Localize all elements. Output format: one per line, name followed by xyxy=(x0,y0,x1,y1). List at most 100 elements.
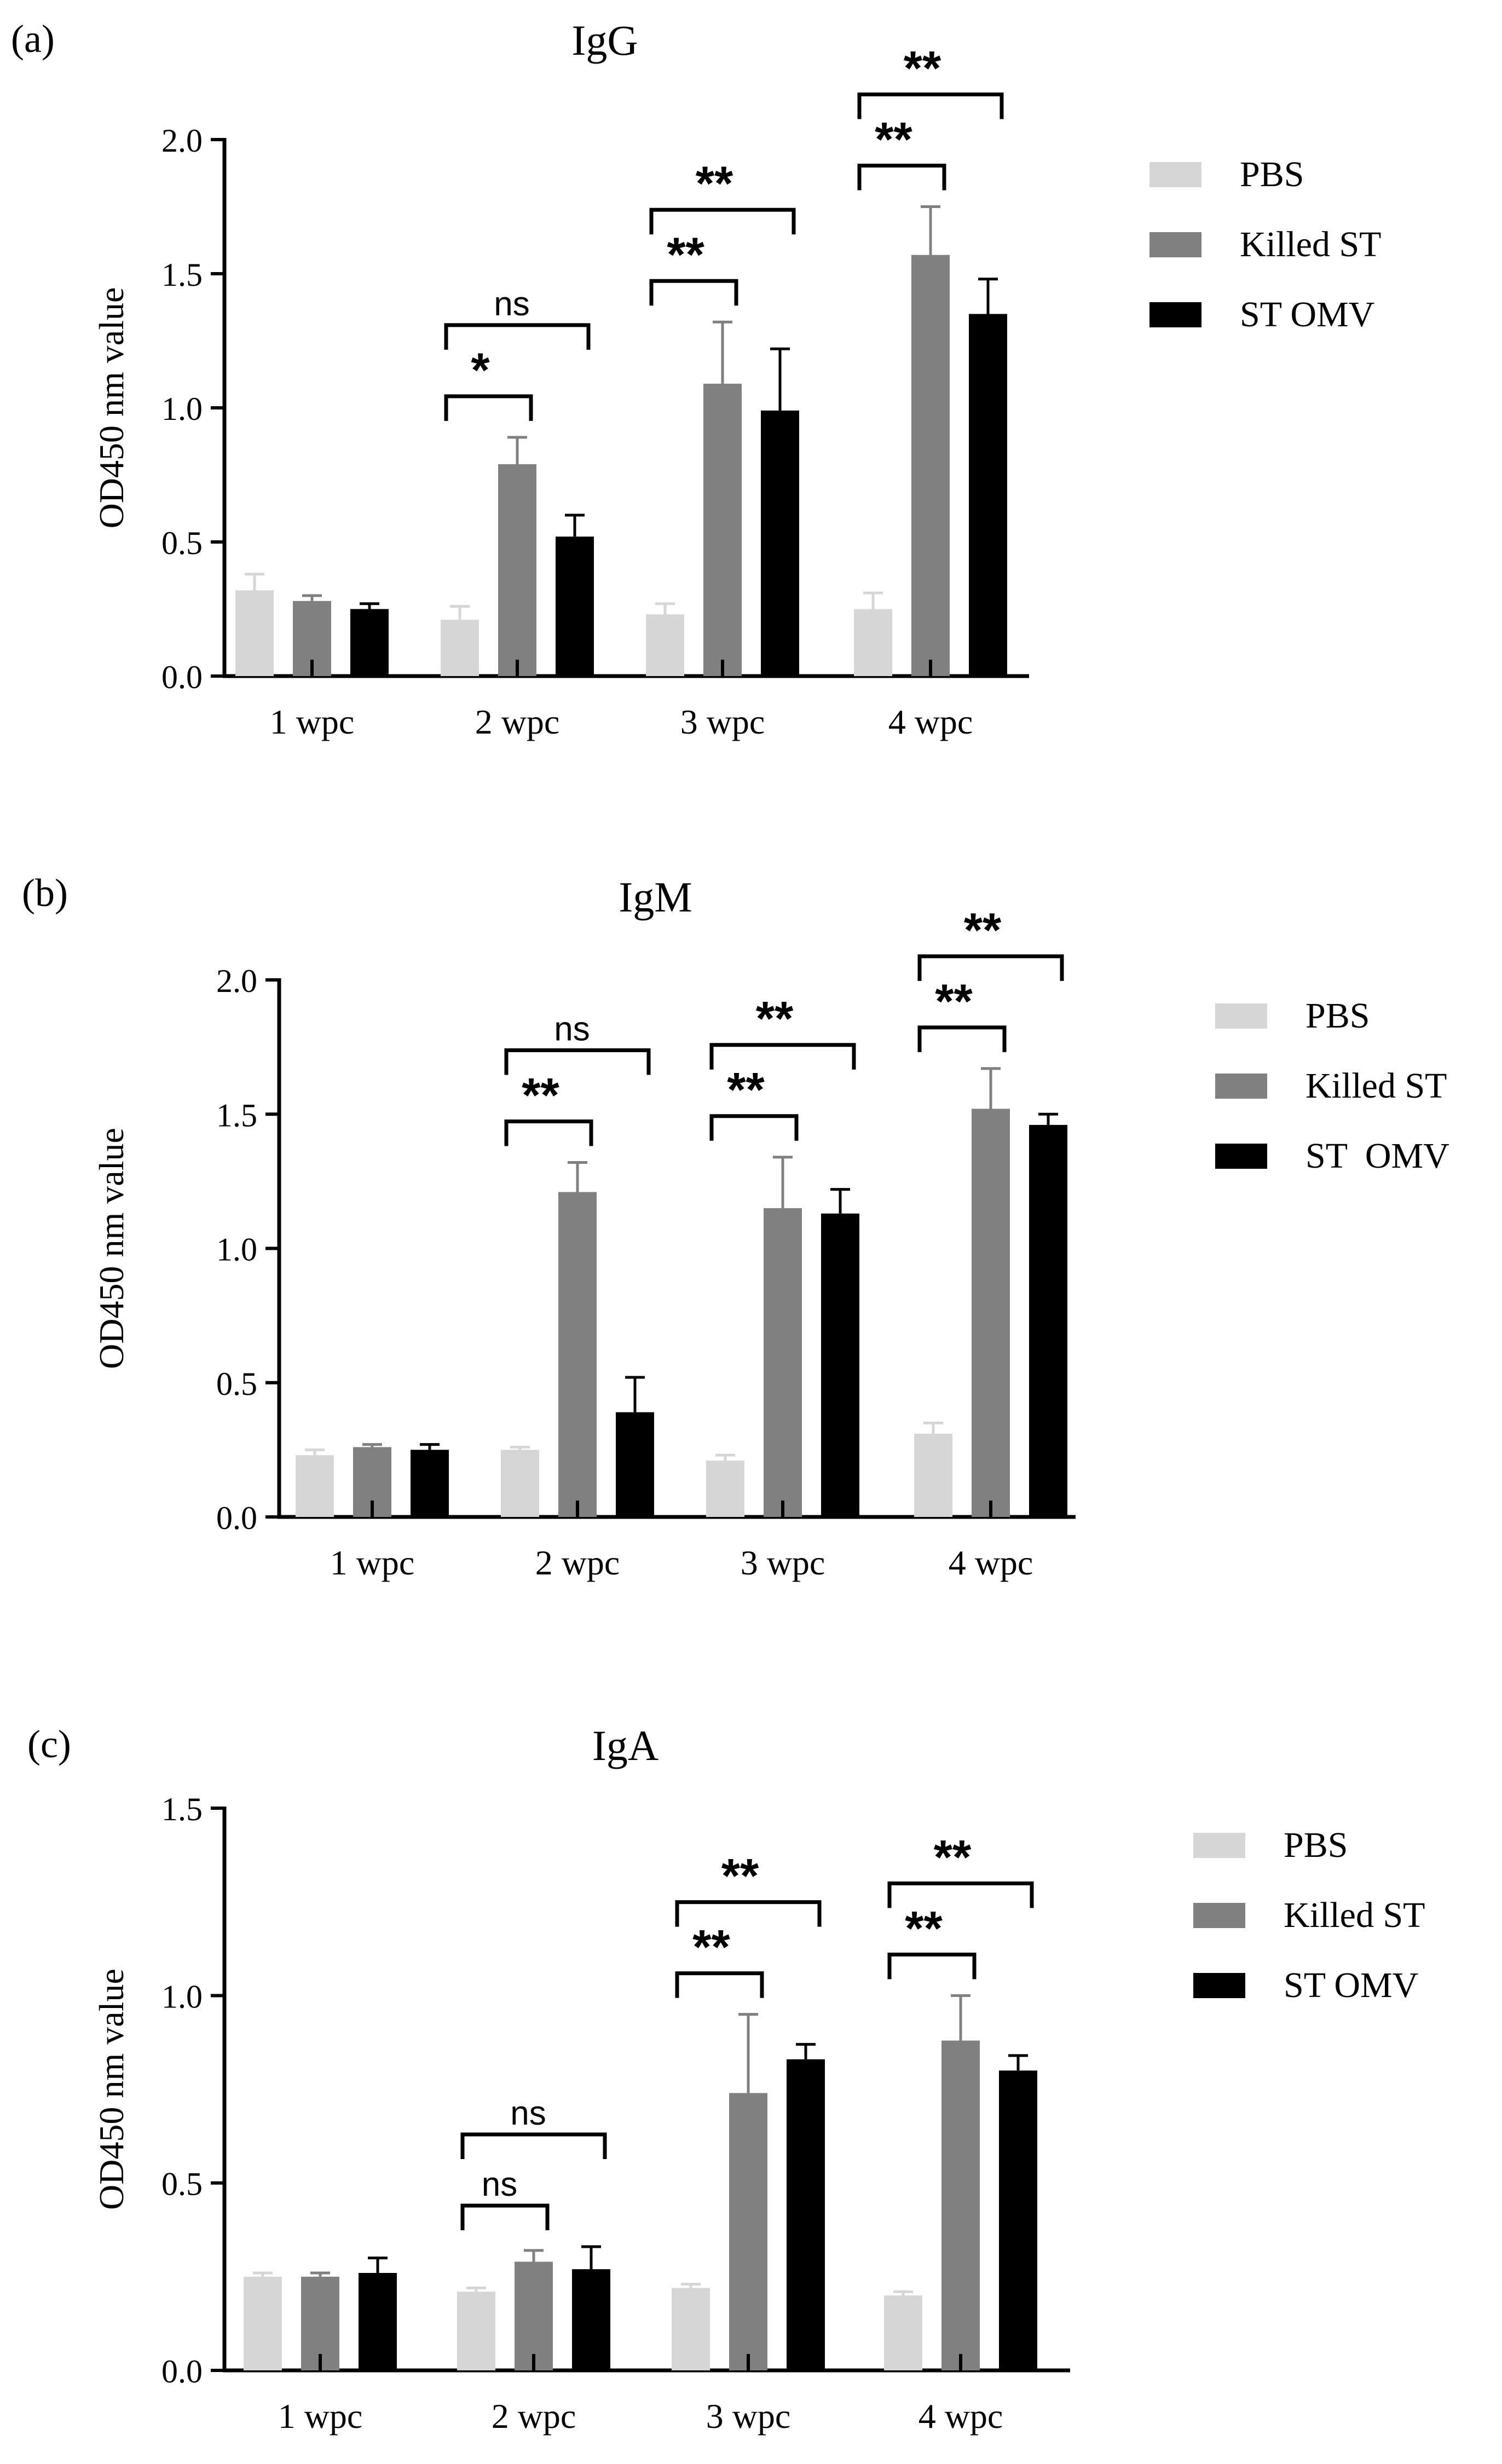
bracket-line xyxy=(649,279,738,306)
significance-bracket: ns xyxy=(444,285,591,350)
bar-pbs xyxy=(501,1450,539,1517)
x-tick-label: 2 wpc xyxy=(535,1543,620,1582)
legend: PBS Killed ST ST OMV xyxy=(1149,154,1382,334)
bracket-line xyxy=(460,2203,550,2231)
chart-title: IgG xyxy=(571,16,638,64)
y-tick-label: 1.5 xyxy=(161,1791,203,1827)
x-tick-label: 1 wpc xyxy=(330,1543,415,1582)
significance-label: ** xyxy=(934,1830,972,1884)
y-axis-label: OD450 nm value xyxy=(92,1128,131,1369)
significance-label: ** xyxy=(721,1849,759,1903)
bar-killed-st xyxy=(972,1109,1010,1517)
bar-pbs xyxy=(884,2295,922,2370)
panel-label: (c) xyxy=(27,1722,71,1766)
y-tick-label: 0.0 xyxy=(216,1500,257,1536)
panel-igg: (a) IgG OD450 nm value 0.0 0.5 1.0 1.5 2.0 1 wpc… xyxy=(11,16,1382,741)
bar-pbs xyxy=(672,2288,710,2370)
panel-iga: (c) IgA OD450 nm value 0.0 0.5 1.0 1.5 1 wpc 2 w… xyxy=(27,1722,1425,2436)
y-tick-label: 1.0 xyxy=(161,1978,203,2015)
y-tick-label: 2.0 xyxy=(161,123,203,159)
significance-label: ** xyxy=(905,1901,943,1955)
x-tick-label: 1 wpc xyxy=(278,2397,363,2436)
bracket-line xyxy=(649,207,796,235)
significance-bracket: ** xyxy=(857,41,1004,119)
significance-bracket: ** xyxy=(649,227,738,306)
legend: PBS Killed ST ST OMV xyxy=(1193,1825,1425,2005)
significance-label: ** xyxy=(696,156,733,210)
y-tick-label: 1.5 xyxy=(161,257,203,293)
significance-label: ns xyxy=(510,2094,546,2132)
category-2: 2 wpc xyxy=(441,436,594,741)
y-tick-label: 1.0 xyxy=(161,391,203,427)
y-tick-label: 0.0 xyxy=(161,659,203,695)
significance-bracket: ** xyxy=(675,1920,764,1998)
panel-igm: (b) IgM OD450 nm value 0.0 0.5 1.0 1.5 2.0 1 wpc… xyxy=(22,871,1449,1582)
bar-killed-st xyxy=(703,383,742,676)
x-tick-label: 1 wpc xyxy=(270,702,355,741)
category-3: 3 wpc xyxy=(706,1156,859,1582)
significance-label: ** xyxy=(875,112,912,166)
x-tick-label: 2 wpc xyxy=(475,702,560,741)
significance-label: ** xyxy=(935,974,973,1028)
significance-label: ns xyxy=(554,1011,590,1048)
legend-label: PBS xyxy=(1240,154,1304,194)
bar-pbs xyxy=(296,1455,334,1517)
y-tick-label: 2.0 xyxy=(216,963,257,999)
category-4: 4 wpc xyxy=(914,1067,1067,1582)
significance-label: ns xyxy=(482,2166,517,2203)
bracket-line xyxy=(887,1881,1034,1908)
bracket-line xyxy=(504,1120,593,1146)
bracket-line xyxy=(857,93,1004,119)
significance-bracket: ** xyxy=(917,974,1007,1052)
bar-st-omv xyxy=(572,2269,610,2370)
significance-label: ** xyxy=(667,227,704,281)
panel-label: (b) xyxy=(22,871,68,915)
bar-killed-st xyxy=(498,464,536,676)
significance-bracket: ** xyxy=(504,1068,593,1146)
category-2: 2 wpc xyxy=(501,1161,654,1582)
y-tick-label: 0.0 xyxy=(161,2353,203,2390)
category-4: 4 wpc xyxy=(884,1994,1037,2436)
bar-pbs xyxy=(235,590,274,676)
significance-bracket: ** xyxy=(887,1901,977,1980)
bar-st-omv xyxy=(761,410,799,676)
category-1: 1 wpc xyxy=(244,2257,397,2436)
legend: PBS Killed ST ST OMV xyxy=(1215,996,1449,1176)
legend-swatch xyxy=(1215,1144,1267,1169)
bar-st-omv xyxy=(821,1213,859,1517)
y-tick-label: 0.5 xyxy=(161,525,203,561)
legend-label: PBS xyxy=(1284,1825,1348,1865)
y-tick-label: 0.5 xyxy=(216,1366,257,1402)
bar-pbs xyxy=(914,1433,952,1517)
bar-st-omv xyxy=(616,1412,654,1517)
legend-label: Killed ST xyxy=(1240,224,1382,264)
bar-pbs xyxy=(646,614,684,676)
significance-bracket: ** xyxy=(917,903,1064,981)
chart-title: IgM xyxy=(619,873,692,921)
significance-label: ** xyxy=(727,1063,765,1117)
significance-bracket: ns xyxy=(460,2166,550,2231)
x-tick-label: 4 wpc xyxy=(888,702,973,741)
significance-label: ** xyxy=(692,1920,730,1974)
category-1: 1 wpc xyxy=(235,573,389,741)
x-tick-label: 3 wpc xyxy=(680,702,765,741)
significance-label: ** xyxy=(522,1068,559,1122)
x-tick-label: 3 wpc xyxy=(706,2397,791,2436)
bar-killed-st xyxy=(558,1192,597,1517)
significance-bracket: ** xyxy=(857,112,946,191)
bracket-line xyxy=(917,954,1064,981)
y-axis-label: OD450 nm value xyxy=(92,287,131,529)
significance-label: * xyxy=(471,343,490,397)
bracket-line xyxy=(887,1952,977,1980)
legend-label: Killed ST xyxy=(1305,1066,1447,1106)
x-tick-label: 3 wpc xyxy=(741,1543,825,1582)
y-tick-label: 1.0 xyxy=(216,1232,257,1268)
significance-bracket: ns xyxy=(504,1011,651,1075)
bracket-line xyxy=(460,2132,607,2160)
bar-st-omv xyxy=(969,314,1007,676)
significance-label: ** xyxy=(756,991,794,1046)
bar-killed-st xyxy=(941,2040,980,2370)
legend-swatch xyxy=(1215,1074,1267,1099)
bar-st-omv xyxy=(411,1450,449,1517)
